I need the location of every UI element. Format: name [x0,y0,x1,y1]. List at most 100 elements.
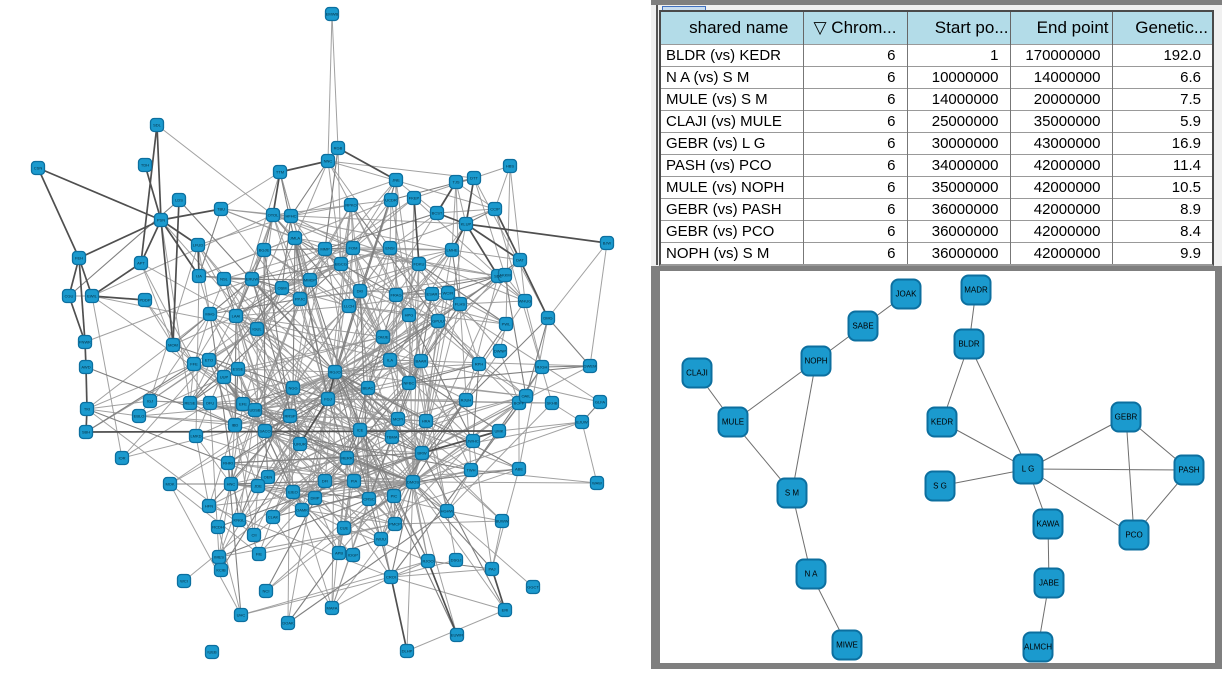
svg-text:DLHP: DLHP [402,649,413,654]
svg-text:NGG: NGG [288,386,297,391]
svg-text:IWJU: IWJU [376,537,386,542]
svg-text:SKHB: SKHB [547,401,558,406]
svg-text:BCST: BCST [432,211,443,216]
svg-text:PMCP: PMCP [389,522,401,527]
svg-text:HRA: HRA [422,419,431,424]
svg-text:UCDR: UCDR [385,198,397,203]
svg-text:GEBR: GEBR [1115,413,1138,422]
svg-text:EFE: EFE [239,402,247,407]
svg-text:ENSI: ENSI [385,246,394,251]
svg-text:KCIB: KCIB [216,568,226,573]
svg-text:URUR: URUR [294,442,306,447]
svg-text:FRAG: FRAG [390,293,401,298]
svg-text:FGJ: FGJ [324,397,332,402]
svg-text:EUWR: EUWR [451,633,463,638]
svg-text:BUWW: BUWW [495,519,508,524]
svg-text:DMP: DMP [311,496,320,501]
svg-text:OFU: OFU [206,401,215,406]
svg-text:DSGJ: DSGJ [451,558,462,563]
svg-text:BGJE: BGJE [259,248,270,253]
svg-text:HGHW: HGHW [441,509,454,514]
svg-text:BLDR: BLDR [958,340,980,349]
svg-text:CLAJI: CLAJI [686,369,708,378]
svg-text:DWNP: DWNP [494,349,507,354]
svg-text:CSN: CSN [34,166,43,171]
svg-text:PPJC: PPJC [295,297,305,302]
svg-text:MADR: MADR [964,286,988,295]
svg-text:N A: N A [805,570,819,579]
svg-text:KLUP: KLUP [461,222,472,227]
svg-text:SACO: SACO [259,429,270,434]
svg-text:BEAC: BEAC [363,386,374,391]
svg-text:JABE: JABE [1039,579,1059,588]
svg-text:PDDP: PDDP [139,298,150,303]
svg-text:GPUU: GPUU [432,319,444,324]
svg-text:LDS: LDS [175,198,183,203]
svg-text:DAT: DAT [516,258,524,263]
svg-text:TBU: TBU [217,207,225,212]
svg-text:OMJE: OMJE [377,335,388,340]
svg-text:MMP: MMP [320,247,330,252]
svg-text:OTOL: OTOL [268,213,280,218]
svg-text:RCDH: RCDH [212,525,224,530]
svg-text:ABE: ABE [515,467,523,472]
svg-text:MHG: MHG [205,312,214,317]
svg-text:FOM: FOM [349,246,358,251]
svg-text:GGCT: GGCT [527,585,539,590]
svg-text:EWIL: EWIL [87,294,98,299]
svg-text:OAIL: OAIL [521,394,531,399]
svg-text:EBLO: EBLO [134,414,145,419]
svg-text:KAWA: KAWA [1037,520,1061,529]
svg-text:JMLA: JMLA [290,236,301,241]
svg-text:HPG: HPG [405,313,414,318]
svg-text:TJS: TJS [452,180,459,185]
svg-text:FLHS: FLHS [455,302,466,307]
svg-text:UMK: UMK [495,429,504,434]
svg-text:DKI: DKI [357,289,364,294]
svg-text:FKEP: FKEP [409,196,420,201]
svg-text:RHRI: RHRI [223,461,233,466]
svg-text:NOPH: NOPH [804,357,827,366]
svg-text:CUE: CUE [340,526,349,531]
svg-text:CROI: CROI [386,575,396,580]
svg-text:BGCG: BGCG [335,262,347,267]
svg-text:OAMK: OAMK [296,508,308,513]
svg-text:ERI: ERI [502,608,509,613]
svg-text:FIE: FIE [256,552,263,557]
svg-text:TBMA: TBMA [386,435,397,440]
svg-text:CGU: CGU [65,294,74,299]
svg-text:UHC: UHC [237,613,246,618]
svg-text:RPKO: RPKO [345,203,356,208]
svg-text:KNGL: KNGL [234,518,246,523]
svg-text:SABE: SABE [852,322,873,331]
svg-text:IGUL: IGUL [252,327,262,332]
svg-text:BJW: BJW [603,241,612,246]
svg-text:SBH: SBH [82,430,90,435]
svg-text:MIWE: MIWE [836,641,858,650]
svg-text:IMES: IMES [214,555,224,560]
svg-text:CCIP: CCIP [490,207,500,212]
svg-text:LLCH: LLCH [344,304,354,309]
svg-text:L G: L G [1022,465,1035,474]
svg-text:CII: CII [251,533,256,538]
svg-text:NNC: NNC [324,159,333,164]
svg-text:EMWB: EMWB [326,12,339,17]
svg-text:UDSB: UDSB [249,408,260,413]
svg-text:FEH: FEH [75,256,83,261]
svg-text:KEDR: KEDR [931,418,953,427]
svg-text:PSN: PSN [157,218,165,223]
svg-text:OEN: OEN [264,475,273,480]
svg-text:RGJO: RGJO [329,370,340,375]
svg-text:ALMCH: ALMCH [1024,643,1052,652]
svg-text:MAFA: MAFA [327,606,338,611]
svg-text:ESSE: ESSE [233,367,244,372]
svg-text:DMOS: DMOS [407,480,419,485]
svg-text:DOAK: DOAK [282,621,294,626]
svg-text:EIEO: EIEO [288,490,298,495]
svg-text:FNWK: FNWK [79,340,91,345]
svg-text:JOAK: JOAK [896,290,918,299]
svg-text:RJGH: RJGH [537,365,548,370]
svg-text:WCI: WCI [180,579,188,584]
svg-text:IGJ: IGJ [147,399,153,404]
svg-text:AKKM: AKKM [499,273,510,278]
